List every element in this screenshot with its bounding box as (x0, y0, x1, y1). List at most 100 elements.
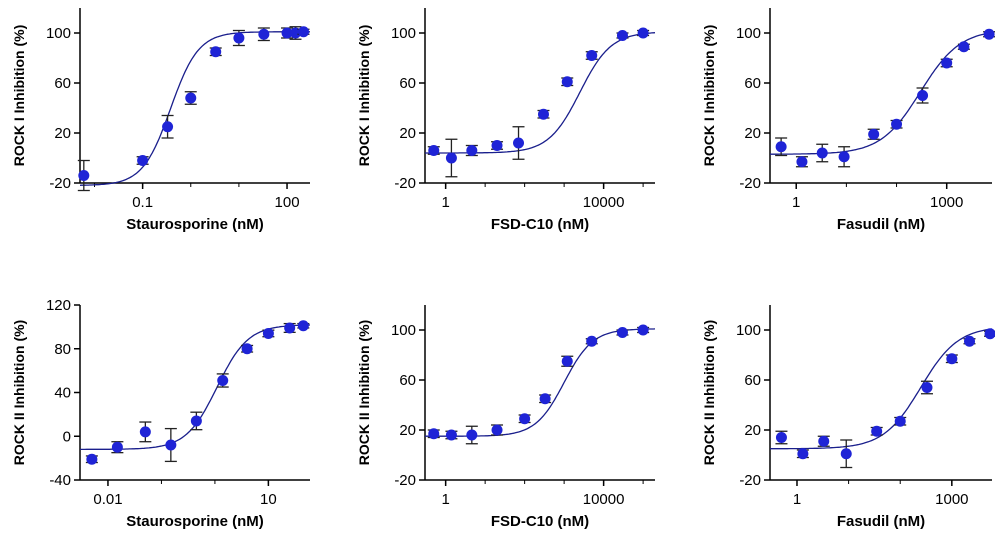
y-axis-title: ROCK I Inhibition (%) (356, 25, 372, 167)
data-point (190, 415, 202, 427)
data-point (586, 335, 598, 347)
x-axis-title: Fasudil (nM) (837, 216, 925, 233)
data-point (894, 415, 906, 427)
y-tick-label: 60 (399, 75, 416, 92)
data-point (941, 57, 953, 69)
y-tick-label: 20 (744, 125, 761, 142)
x-tick-label: 1 (441, 194, 449, 211)
fit-curve (80, 324, 310, 451)
data-point (561, 76, 573, 88)
fit-curve (425, 328, 656, 437)
y-tick-label: 40 (54, 385, 71, 402)
data-point (297, 320, 309, 332)
data-point (838, 151, 850, 163)
data-point (775, 141, 787, 153)
data-point (840, 448, 852, 460)
y-tick-label: 20 (399, 125, 416, 142)
y-tick-label: 20 (744, 422, 761, 439)
y-axis-title: ROCK II Inhibition (%) (356, 320, 372, 465)
y-tick-label: 0 (63, 428, 71, 445)
data-point (818, 435, 830, 447)
data-point (637, 324, 649, 336)
x-tick-label: 10 (260, 491, 277, 508)
data-point (165, 439, 177, 451)
y-tick-label: -20 (49, 175, 71, 192)
data-point (616, 327, 628, 338)
data-point (78, 170, 90, 181)
fit-curve (425, 32, 656, 154)
x-axis-title: Staurosporine (nM) (126, 513, 264, 530)
y-tick-label: 100 (736, 25, 761, 42)
data-point (445, 152, 457, 164)
x-axis-title: FSD-C10 (nM) (491, 216, 589, 233)
data-point (964, 335, 976, 347)
data-point (796, 156, 808, 168)
y-tick-label: 60 (54, 75, 71, 92)
x-tick-label: 1 (793, 491, 801, 508)
data-point (139, 426, 151, 438)
chart-panel: -20 20 60 100 0.1 100 Staurosporine (nM) ROCK I… (11, 8, 310, 233)
data-point (816, 147, 828, 159)
data-point (298, 26, 310, 38)
y-tick-label: 100 (391, 322, 416, 339)
x-axis-title: FSD-C10 (nM) (491, 513, 589, 530)
x-tick-label: 1000 (930, 194, 963, 211)
y-tick-label: 60 (399, 372, 416, 389)
chart-panel: -20 20 60 100 1 10000 FSD-C10 (nM) ROCK I Inhib… (356, 8, 656, 233)
data-point (428, 145, 440, 156)
y-tick-label: -20 (739, 175, 761, 192)
data-point (513, 137, 525, 149)
x-tick-label: 10000 (583, 194, 625, 211)
data-point (775, 432, 787, 443)
data-point (537, 108, 549, 120)
y-tick-label: 20 (399, 422, 416, 439)
x-axis-title: Fasudil (nM) (837, 513, 925, 530)
y-tick-label: -20 (739, 472, 761, 489)
data-point (958, 41, 970, 53)
x-tick-label: 1000 (935, 491, 968, 508)
data-point (561, 355, 573, 367)
data-point (137, 155, 149, 166)
y-tick-label: -40 (49, 472, 71, 489)
chart-panel: -40 0 40 80 120 0.01 10 Staurosporine (nM) ROCK … (11, 297, 310, 530)
y-tick-label: 100 (391, 25, 416, 42)
y-tick-label: -20 (394, 472, 416, 489)
chart-panel: -20 20 60 100 1 1000 Fasudil (nM) ROCK I Inhibi… (701, 8, 995, 233)
fit-curve (79, 31, 310, 186)
data-point (946, 353, 958, 365)
data-point (519, 413, 531, 425)
data-point (86, 453, 98, 465)
x-tick-label: 0.01 (93, 491, 122, 508)
y-tick-label: -20 (394, 175, 416, 192)
data-point (797, 448, 809, 460)
data-point (258, 28, 270, 40)
chart-panel: -20 20 60 100 1 1000 Fasudil (nM) ROCK II Inhib… (701, 305, 995, 530)
data-point (162, 121, 174, 133)
x-tick-label: 10000 (583, 491, 625, 508)
y-tick-label: 100 (46, 25, 71, 42)
data-point (984, 328, 995, 340)
data-point (637, 27, 649, 39)
x-tick-label: 100 (275, 194, 300, 211)
y-tick-label: 80 (54, 341, 71, 358)
y-tick-label: 120 (46, 297, 71, 314)
data-point (983, 28, 995, 40)
data-point (111, 441, 123, 453)
data-point (491, 140, 503, 151)
y-axis-title: ROCK I Inhibition (%) (701, 25, 717, 167)
data-point (217, 374, 229, 386)
x-tick-label: 0.1 (132, 194, 153, 211)
y-tick-label: 20 (54, 125, 71, 142)
data-point (491, 424, 503, 436)
data-point (428, 428, 440, 440)
data-point (445, 429, 457, 441)
x-tick-label: 1 (441, 491, 449, 508)
x-tick-label: 1 (792, 194, 800, 211)
data-point (262, 327, 274, 339)
y-axis-title: ROCK II Inhibition (%) (11, 320, 27, 465)
data-point (586, 50, 598, 61)
data-point (868, 128, 880, 140)
data-point (871, 425, 883, 437)
data-point (466, 145, 478, 156)
